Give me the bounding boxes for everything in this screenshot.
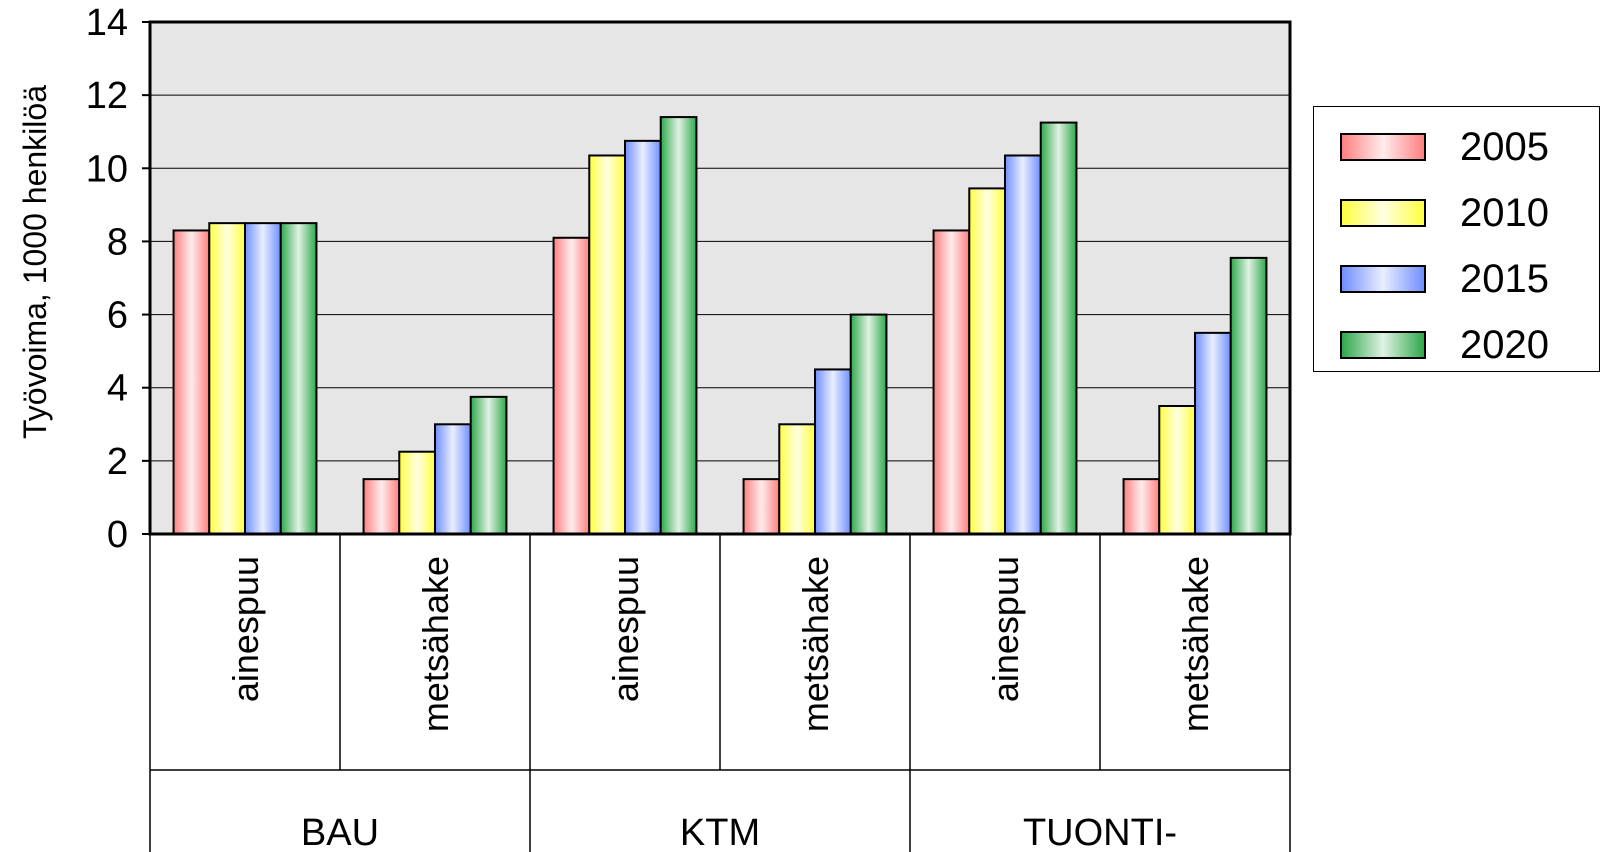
plot-area — [150, 22, 1290, 534]
category-labels: ainespuu metsähake ainespuu metsähake ainesp… — [225, 556, 1216, 732]
legend-label: 2015 — [1460, 256, 1549, 301]
bar-2010-2 — [398, 450, 436, 536]
y-tick-label: 12 — [86, 75, 128, 117]
category-label: metsähake — [1175, 556, 1216, 732]
y-tick-labels: 0 2 4 6 8 10 12 14 — [86, 2, 128, 556]
y-tick-label: 8 — [107, 221, 128, 263]
bar-2020-2 — [469, 395, 508, 535]
legend-item: 2005 — [1340, 124, 1549, 169]
y-tick-label: 0 — [107, 514, 128, 556]
bars — [172, 116, 1268, 536]
bar-2010-3 — [588, 154, 627, 535]
y-tick-label: 2 — [107, 441, 128, 483]
group-label: TUONTI- — [1023, 812, 1177, 852]
bar-2015-4 — [814, 368, 852, 535]
bar-2010-6 — [1158, 405, 1197, 535]
bar-2020-3 — [659, 116, 698, 535]
group-label: KTM — [680, 812, 760, 852]
axes — [148, 20, 1292, 852]
bar-2005-4 — [742, 478, 781, 535]
y-tick-label: 14 — [86, 2, 128, 44]
legend-item: 2015 — [1340, 256, 1549, 301]
legend-label: 2020 — [1460, 322, 1549, 367]
bar-2020-4 — [849, 313, 888, 536]
y-tick-label: 4 — [107, 368, 128, 410]
bar-2015-6 — [1194, 331, 1232, 535]
y-tick-label: 6 — [107, 295, 128, 337]
y-axis-title: Työvoima, 1000 henkilöä — [17, 85, 53, 439]
legend-item: 2020 — [1340, 322, 1549, 367]
bar-2010-5 — [968, 187, 1007, 535]
bar-2005-5 — [932, 229, 971, 535]
legend-label: 2010 — [1460, 190, 1549, 235]
legend: 2005 2010 2015 2020 — [1313, 106, 1600, 372]
bar-2005-6 — [1122, 478, 1161, 535]
category-label: ainespuu — [225, 556, 266, 702]
category-label: metsähake — [795, 556, 836, 732]
legend-swatch — [1340, 199, 1426, 227]
legend-label: 2005 — [1460, 124, 1549, 169]
bar-2015-1 — [244, 222, 282, 535]
group-label: BAU — [301, 812, 379, 852]
bar-2015-5 — [1004, 154, 1042, 535]
bar-2015-2 — [434, 423, 472, 535]
bar-2005-3 — [552, 236, 591, 535]
legend-item: 2010 — [1340, 190, 1549, 235]
group-labels: BAU KTM TUONTI- — [301, 812, 1177, 852]
bar-2020-5 — [1039, 121, 1078, 535]
category-label: metsähake — [415, 556, 456, 732]
legend-swatch — [1340, 265, 1426, 293]
bar-2020-1 — [279, 222, 318, 535]
bar-2005-1 — [172, 229, 211, 535]
bar-2005-2 — [362, 478, 401, 535]
category-label: ainespuu — [985, 556, 1026, 702]
bar-2010-1 — [208, 222, 246, 535]
bar-2020-6 — [1229, 256, 1268, 535]
legend-swatch — [1340, 133, 1426, 161]
category-label: ainespuu — [605, 556, 646, 702]
bar-2015-3 — [624, 139, 662, 535]
legend-swatch — [1340, 331, 1426, 359]
y-tick-label: 10 — [86, 148, 128, 190]
bar-2010-4 — [778, 423, 817, 535]
